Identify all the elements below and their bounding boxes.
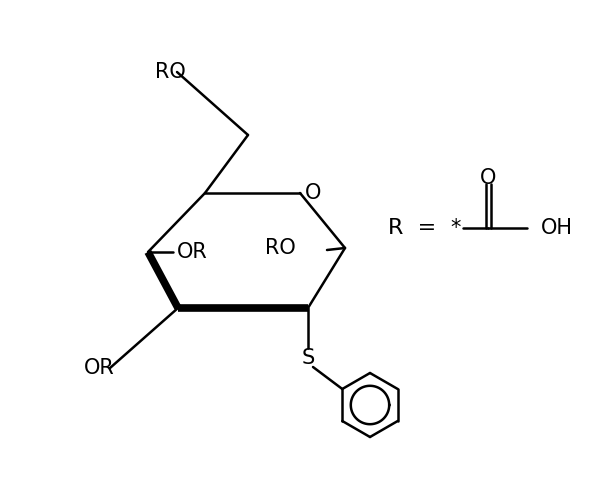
Text: R  =: R = — [388, 218, 436, 238]
Text: O: O — [480, 168, 496, 188]
Text: OR: OR — [177, 242, 207, 262]
Text: RO: RO — [155, 62, 186, 82]
Text: OR: OR — [84, 358, 115, 378]
Text: *: * — [451, 218, 461, 238]
Text: O: O — [305, 183, 321, 203]
Text: RO: RO — [265, 238, 295, 258]
Text: OH: OH — [541, 218, 573, 238]
Text: S: S — [301, 348, 315, 368]
